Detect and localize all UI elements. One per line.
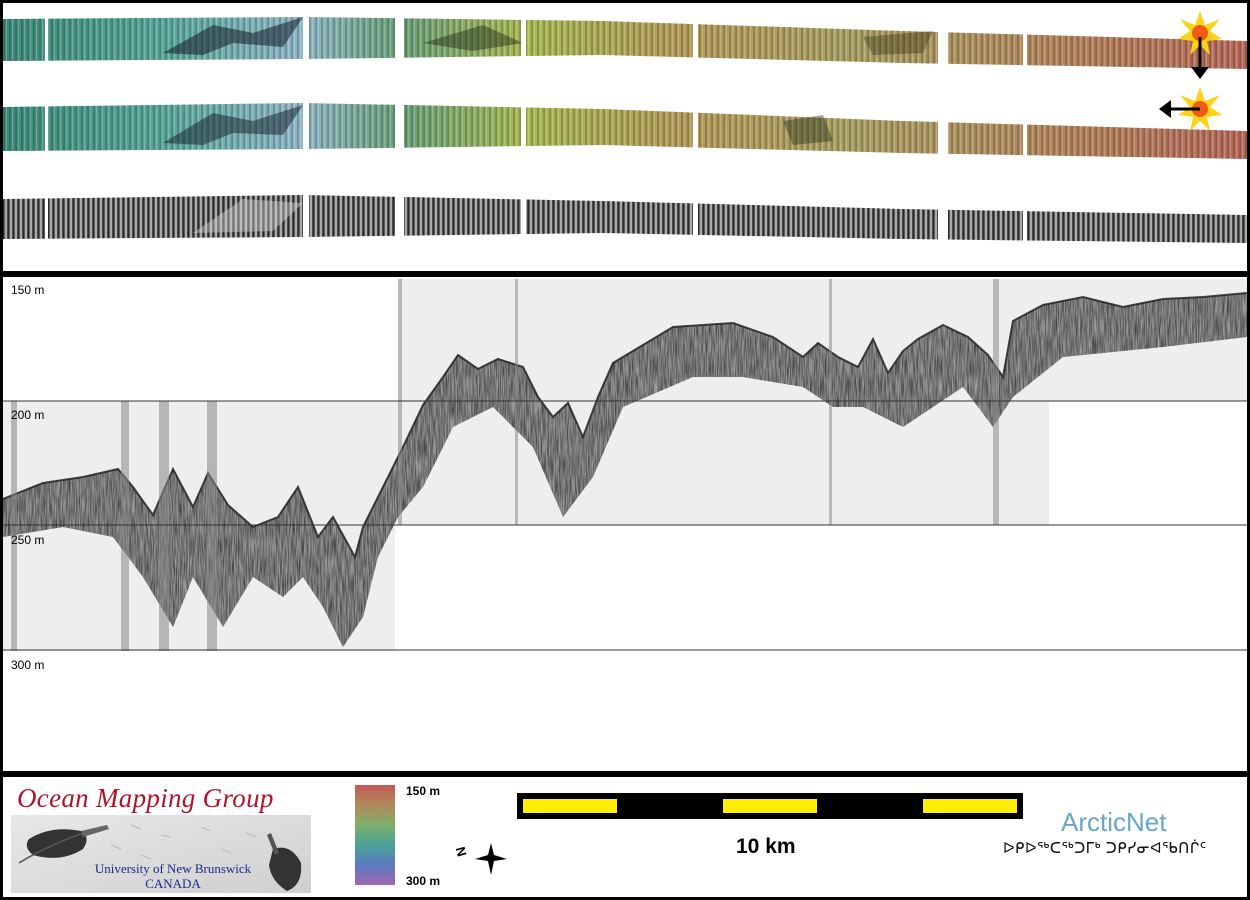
swath-gaps [45,3,1027,253]
swath-strip-shaded-east [3,103,1247,159]
ship-icon [18,825,109,864]
scale-bar [517,793,1023,819]
omg-university: University of New Brunswick [94,861,252,876]
swath-strips [3,3,1247,253]
depth-profile-panel: 150 m 200 m 250 m 300 m [3,277,1247,771]
depth-label-250: 250 m [11,533,45,547]
depth-profile [3,279,1247,651]
omg-title: Ocean Mapping Group [17,783,274,813]
noise-streaks [11,279,999,651]
arcticnet-logo: ArcticNet [1061,807,1167,837]
swath-strip-shaded-north [3,17,1247,69]
legend-bottom-label: 300 m [406,874,441,888]
scale-label: 10 km [736,835,796,858]
compass-icon: N [453,843,507,875]
depth-gridlines [3,400,1247,651]
omg-subtitle: University of New Brunswick CANADA [73,861,273,891]
depth-color-legend [355,785,395,885]
swath-strips-panel [3,3,1247,271]
sun-icon [1178,11,1222,55]
omg-country: CANADA [145,876,201,891]
swath-strip-backscatter [3,195,1247,243]
arcticnet-inuktitut: ᐅᑭᐅᖅᑕᖅᑐᒥᒃ ᑐᑭᓯᓂᐊᖃᑎᒌᑦ [1003,840,1207,857]
footer-panel: Ocean Mapping Group University of New Br… [3,777,1247,897]
seafloor-line [3,292,1247,560]
arrow-down-icon [1191,37,1209,79]
omg-logo-art [11,815,311,893]
ship-icon [267,833,302,891]
svg-text:N: N [453,845,470,858]
legend-top-label: 150 m [406,784,441,798]
arrow-left-icon [1159,100,1200,118]
depth-label-150: 150 m [11,283,45,297]
depth-label-200: 200 m [11,408,45,422]
depth-label-300: 300 m [11,658,45,672]
